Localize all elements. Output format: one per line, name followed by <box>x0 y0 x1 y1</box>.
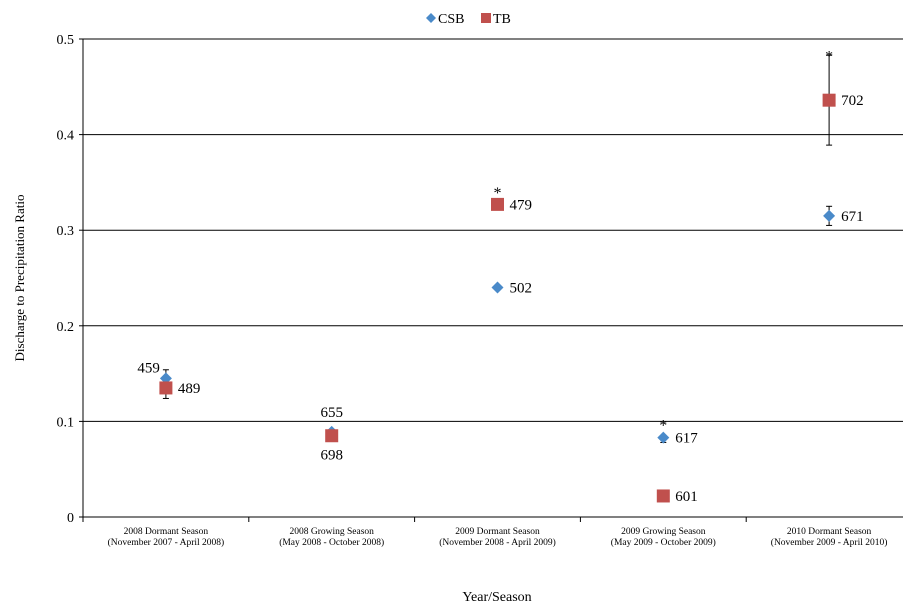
point-csb <box>823 209 836 222</box>
y-tick-label: 0.4 <box>57 129 75 144</box>
legend-label-tb: TB <box>493 12 511 27</box>
y-tick-label: 0 <box>67 511 74 526</box>
point-label-csb: 617 <box>675 431 698 447</box>
y-tick-label: 0.2 <box>57 320 75 335</box>
axes <box>82 39 903 518</box>
x-tick-label: 2008 Dormant Season (November 2007 - Apri… <box>108 527 225 548</box>
y-tick-label: 0.1 <box>57 415 75 430</box>
legend-marker-csb <box>426 13 436 23</box>
x-tick-label-line: 2010 Dormant Season <box>787 527 872 537</box>
point-label-csb: 459 <box>137 360 160 376</box>
y-tick-label: 0.3 <box>57 224 75 239</box>
x-tick-label: 2009 Dormant Season (November 2008 - Apri… <box>439 527 556 548</box>
x-tick-label: 2008 Growing Season (May 2008 - October 2… <box>279 527 384 548</box>
data-points <box>159 93 836 503</box>
x-tick-label: 2010 Dormant Season (November 2009 - Apri… <box>771 527 888 548</box>
significance-asterisk: * <box>494 185 502 202</box>
x-tick-label-line: 2008 Growing Season <box>289 527 374 537</box>
x-tick-label: 2009 Growing Season (May 2009 - October 2… <box>611 527 716 548</box>
error-bars <box>162 54 833 443</box>
x-tick-label-line: (November 2007 - April 2008) <box>108 537 225 548</box>
point-tb <box>656 489 670 503</box>
point-tb <box>159 381 173 395</box>
point-tb <box>325 429 339 443</box>
x-tick-labels: 2008 Dormant Season (November 2007 - Apri… <box>108 527 888 548</box>
x-tick-label-line: (May 2008 - October 2008) <box>279 537 384 548</box>
legend-marker-tb <box>481 13 491 23</box>
point-label-tb: 489 <box>178 381 201 397</box>
point-csb <box>657 431 670 444</box>
x-tick-label-line: (May 2009 - October 2009) <box>611 537 716 548</box>
y-axis-title: Discharge to Precipitation Ratio <box>12 195 27 362</box>
point-label-tb: 702 <box>841 93 864 109</box>
point-tb <box>491 197 504 211</box>
point-labels: 459 655 502 617 671 489 698 479 601 702 <box>137 93 863 505</box>
annotations: * * * <box>494 48 834 434</box>
point-label-tb: 479 <box>510 197 533 213</box>
x-tick-label-line: (November 2008 - April 2009) <box>439 537 556 548</box>
x-tick-label-line: (November 2009 - April 2010) <box>771 537 888 548</box>
significance-asterisk: * <box>659 417 667 434</box>
point-label-csb: 655 <box>320 405 343 421</box>
point-csb <box>491 281 504 294</box>
point-csb <box>159 372 172 385</box>
legend-label-csb: CSB <box>438 12 464 27</box>
point-label-csb: 502 <box>510 281 533 297</box>
point-label-tb: 601 <box>675 489 698 505</box>
point-label-tb: 698 <box>320 448 343 464</box>
y-tick-labels: 0 0.1 0.2 0.3 0.4 0.5 <box>57 33 75 526</box>
point-label-csb: 671 <box>841 209 864 225</box>
point-tb <box>822 93 836 107</box>
x-tick-label-line: 2009 Dormant Season <box>455 527 540 537</box>
legend: CSB TB <box>426 12 511 27</box>
x-axis-title: Year/Season <box>462 590 531 605</box>
significance-asterisk: * <box>825 48 833 65</box>
x-tick-label-line: 2009 Growing Season <box>621 527 706 537</box>
gridlines <box>79 38 903 522</box>
y-tick-label: 0.5 <box>57 33 75 48</box>
x-tick-label-line: 2008 Dormant Season <box>124 527 209 537</box>
